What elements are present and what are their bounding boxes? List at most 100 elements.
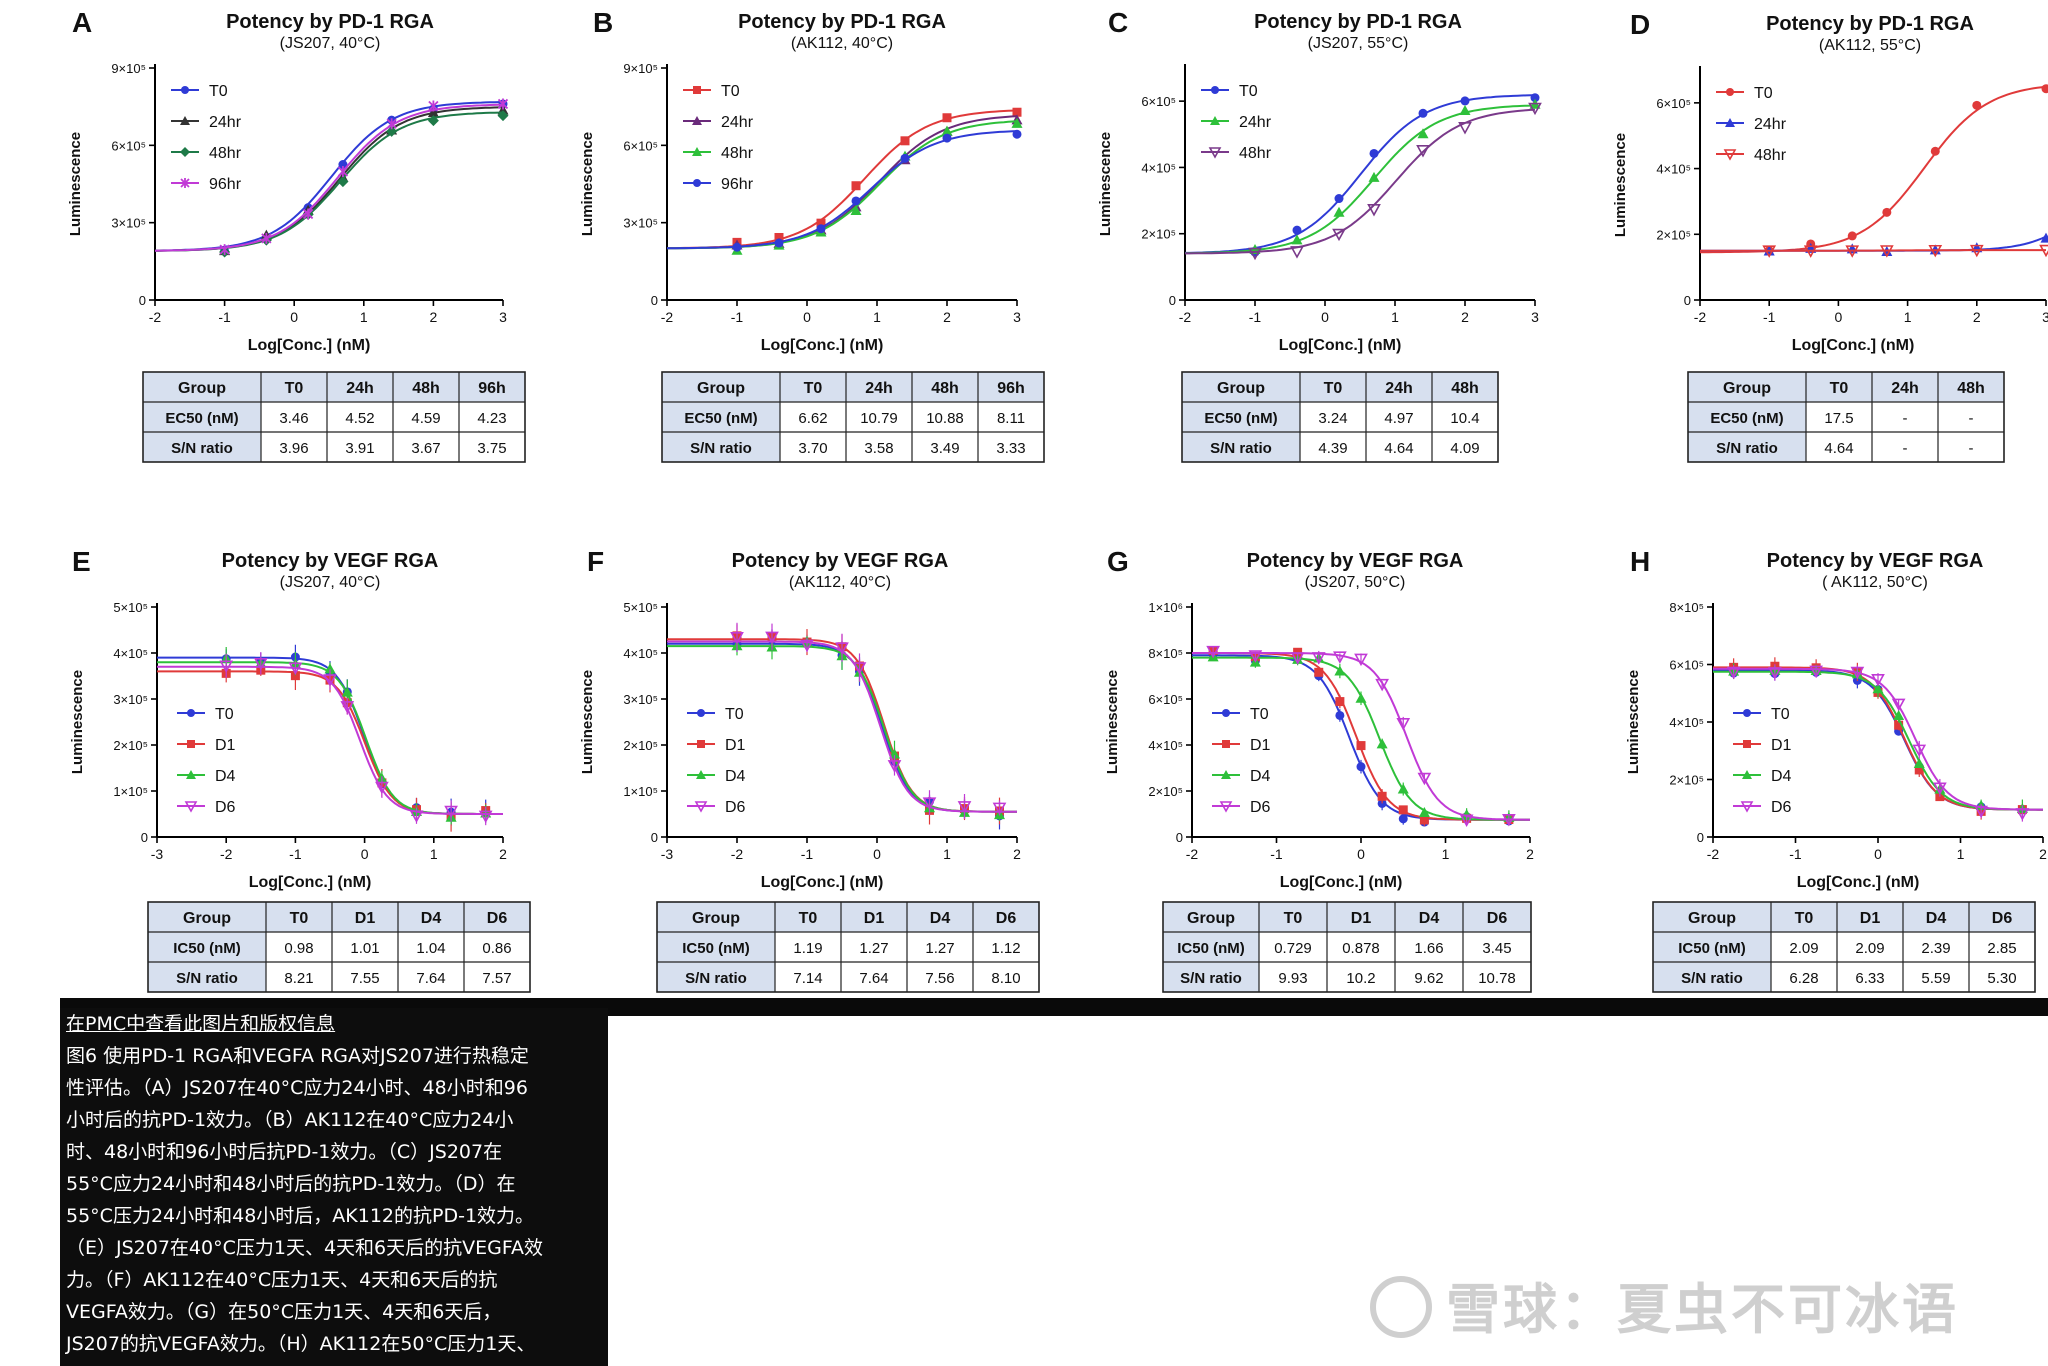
data-point [1248,650,1263,663]
y-tick-label: 5×10⁵ [623,600,658,615]
y-axis-label: Luminescence [67,132,84,236]
chart-subtitle: (AK112, 40°C) [791,35,893,52]
table-cell: 2.09 [1855,940,1884,957]
caption-line: 性评估。（A）JS207在40°C应力24小时、48小时和96 [66,1077,528,1099]
table-cell: 8.10 [991,970,1020,987]
y-tick-label: 6×10⁵ [111,138,146,153]
x-tick-label: 3 [499,309,507,325]
data-point [800,639,814,653]
data-point [1845,245,1860,258]
table-cell: 2.85 [1987,940,2016,957]
data-point [1871,674,1885,687]
data-point [1418,108,1428,118]
data-point [187,709,195,717]
data-point [253,658,268,671]
x-tick-label: 0 [803,309,811,325]
data-point [732,242,742,252]
data-point [1418,806,1430,817]
data-point [1850,666,1865,680]
data-point [1398,805,1408,815]
table-cell: 3.91 [345,440,374,457]
table-header-cell: Group [178,380,226,397]
x-tick-label: -1 [1763,309,1776,325]
data-point [1847,231,1857,241]
x-tick-label: 2 [1461,309,1469,325]
table-cell: 3.58 [864,440,893,457]
data-point [1928,244,1943,258]
y-tick-label: 3×10⁵ [111,216,146,231]
data-point [1872,683,1884,694]
chart-panel-c: C Potency by PD-1 RGA (JS207, 55°C) 0 2×10⁵ 4… [1097,7,1542,463]
data-point [1377,791,1387,801]
y-tick-label: 6×10⁵ [1141,94,1176,109]
table-row-label: S/N ratio [171,440,233,457]
table-row-label: EC50 (nM) [684,410,757,427]
chart-subtitle: (JS207, 50°C) [1305,574,1406,591]
data-point [1314,667,1324,677]
y-tick-label: 1×10⁵ [113,784,148,799]
data-point [186,770,196,779]
table-cell: 9.93 [1278,970,1307,987]
data-point [1206,645,1220,659]
table-cell: 4.59 [411,410,440,427]
y-tick-label: 0 [1697,830,1704,845]
table-header-cell: T0 [1830,380,1849,397]
data-point [337,166,349,178]
data-point [900,153,910,163]
x-tick-label: 0 [873,846,881,862]
x-tick-label: -2 [1707,846,1720,862]
table-cell: 5.30 [1987,970,2016,987]
table-cell: 7.55 [350,970,379,987]
data-point [1333,651,1347,664]
y-tick-label: 0 [1176,830,1183,845]
data-point [1912,744,1927,758]
panel-letter: G [1107,546,1129,577]
data-point [497,110,509,122]
data-point [1969,244,1984,258]
x-tick-label: 2 [943,309,951,325]
legend-label: D4 [725,768,746,785]
caption-line: 55°C应力24小时和48小时后的抗PD-1效力。（D）在 [66,1173,516,1195]
x-tick-label: -2 [149,309,162,325]
data-point [1417,128,1429,139]
table-header-bg [1653,902,2035,932]
table-header-cell: T0 [285,380,304,397]
legend-label: 96hr [721,176,754,193]
table-header-cell: D4 [930,910,951,927]
table-cell: 3.49 [930,440,959,457]
data-point [2041,84,2048,94]
caption-line: 图6 使用PD-1 RGA和VEGFA RGA对JS207进行热稳定 [66,1045,529,1067]
table-cell: 3.46 [279,410,308,427]
data-point [1723,149,1737,161]
y-axis-label: Luminescence [1104,670,1121,774]
data-point [181,86,189,94]
table-cell: 3.67 [411,440,440,457]
data-point [852,662,867,675]
legend-label: 24hr [1754,116,1787,133]
data-point [288,662,303,676]
data-point [1809,665,1823,679]
data-point [1290,652,1305,665]
legend-label: D4 [1771,768,1792,785]
data-point [1882,207,1892,217]
x-tick-label: 0 [361,846,369,862]
data-point [1894,720,1904,730]
pmc-link[interactable]: 在PMC中查看此图片和版权信息 [66,1013,336,1035]
table-header-bg [1182,372,1498,402]
y-tick-label: 1×10⁶ [1148,600,1183,615]
data-point [887,760,902,773]
data-point [697,709,705,717]
y-tick-label: 4×10⁵ [1141,160,1176,175]
table-cell: 2.09 [1789,940,1818,957]
data-point [2039,244,2048,258]
table-header-cell: D1 [355,910,376,927]
panel-letter: A [72,7,92,38]
table-cell: 6.33 [1855,970,1884,987]
data-point [323,674,337,687]
data-point [900,136,910,146]
table-cell: 9.62 [1414,970,1443,987]
table-cell: 10.4 [1450,410,1479,427]
data-point [1334,194,1344,204]
table-cell: 0.729 [1274,940,1312,957]
